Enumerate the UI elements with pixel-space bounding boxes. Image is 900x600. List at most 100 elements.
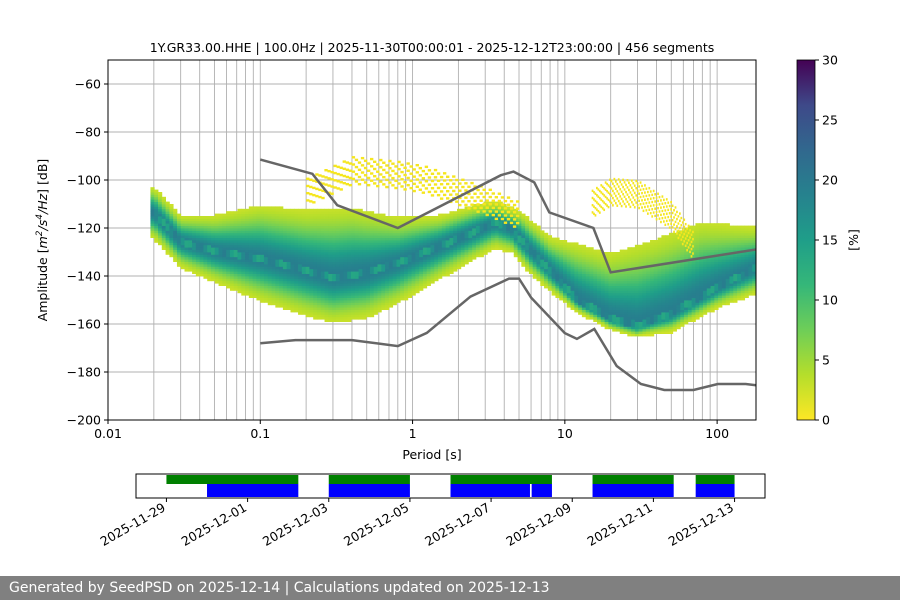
psd-cell xyxy=(687,319,693,322)
psd-cell xyxy=(211,225,216,229)
psd-cell xyxy=(631,285,636,289)
psd-cell xyxy=(381,290,386,294)
psd-cell xyxy=(593,278,598,282)
psd-cell xyxy=(328,240,333,243)
psd-cell xyxy=(604,316,609,320)
psd-cell xyxy=(506,220,511,224)
psd-cell xyxy=(362,273,367,277)
psd-cell xyxy=(241,240,246,243)
psd-cell xyxy=(343,280,348,284)
psd-cell xyxy=(551,280,556,284)
psd-cell xyxy=(426,283,431,286)
psd-cell xyxy=(453,223,458,226)
psd-cell xyxy=(578,280,583,284)
psd-cell xyxy=(366,247,371,250)
psd-cell xyxy=(335,316,341,320)
psd-cell xyxy=(332,235,337,238)
psd-cell xyxy=(195,230,201,234)
psd-cell xyxy=(252,276,257,279)
psd-cell xyxy=(222,261,227,265)
psd-cell xyxy=(457,213,462,217)
psd-cell xyxy=(343,268,348,272)
psd-cell xyxy=(377,223,382,226)
psd-cell xyxy=(687,237,693,241)
psd-cell xyxy=(260,213,265,217)
psd-cell xyxy=(547,264,553,267)
psd-cell xyxy=(562,240,568,243)
psd-cell xyxy=(222,264,227,267)
psd-cell xyxy=(653,314,658,318)
psd-cell xyxy=(498,220,503,224)
psd-cell xyxy=(320,261,325,265)
psd-cell xyxy=(509,237,515,241)
psd-cell xyxy=(661,314,666,318)
psd-cell xyxy=(494,208,500,212)
psd-cell xyxy=(203,261,208,265)
psd-cell xyxy=(180,242,185,246)
psd-cell xyxy=(286,237,291,241)
psd-cell xyxy=(676,283,681,286)
psd-cell xyxy=(589,268,594,272)
psd-cell xyxy=(411,242,416,246)
psd-cell xyxy=(574,244,579,248)
psd-cell xyxy=(460,237,465,241)
psd-cell xyxy=(464,228,469,231)
psd-cell xyxy=(419,228,424,231)
psd-cell xyxy=(672,297,677,301)
psd-cell xyxy=(578,295,583,298)
psd-cell xyxy=(358,216,363,219)
psd-cell xyxy=(703,290,708,294)
psd-cell xyxy=(332,307,337,310)
psd-cell xyxy=(267,211,272,214)
psd-cell xyxy=(604,266,609,270)
psd-cell xyxy=(631,328,636,332)
psd-cell xyxy=(585,312,590,315)
psd-cell xyxy=(676,321,681,325)
psd-cell xyxy=(335,216,341,219)
psd-cell xyxy=(301,300,307,303)
psd-cell xyxy=(521,252,526,255)
psd-cell xyxy=(646,312,651,315)
psd-cell xyxy=(627,324,632,327)
psd-cell xyxy=(245,240,250,243)
psd-cell xyxy=(631,333,636,337)
psd-cell xyxy=(332,211,337,214)
psd-cell xyxy=(517,228,522,231)
psd-cell xyxy=(226,237,231,241)
psd-cell xyxy=(570,256,575,260)
psd-cell xyxy=(366,278,371,282)
psd-cell xyxy=(294,213,299,217)
psd-cell xyxy=(351,244,356,248)
psd-cell xyxy=(608,290,613,294)
psd-cell xyxy=(245,259,250,262)
psd-cell xyxy=(404,232,409,236)
psd-cell xyxy=(241,216,246,219)
psd-cell xyxy=(623,319,628,322)
psd-cell xyxy=(229,273,235,277)
psd-cell xyxy=(320,230,325,234)
psd-cell xyxy=(521,264,526,267)
psd-cell xyxy=(286,247,291,250)
psd-cell xyxy=(411,268,416,272)
psd-cell xyxy=(642,290,647,294)
psd-cell xyxy=(551,244,556,248)
psd-cell xyxy=(388,254,394,258)
psd-cell xyxy=(301,223,307,226)
psd-cell xyxy=(562,288,568,291)
psd-cell xyxy=(422,266,428,270)
psd-cell xyxy=(623,256,628,260)
psd-cell xyxy=(714,242,719,246)
psd-cell xyxy=(657,324,662,327)
psd-cell xyxy=(502,204,507,207)
psd-cell xyxy=(419,220,424,224)
psd-cell xyxy=(328,309,333,313)
psd-cell xyxy=(642,278,647,282)
psd-cell xyxy=(718,295,723,298)
psd-cell xyxy=(703,288,708,291)
psd-cell xyxy=(528,228,534,231)
psd-cell xyxy=(589,292,594,296)
psd-cell xyxy=(604,321,609,325)
psd-cell xyxy=(612,283,617,286)
psd-cell xyxy=(184,261,189,265)
psd-cell xyxy=(517,259,522,262)
